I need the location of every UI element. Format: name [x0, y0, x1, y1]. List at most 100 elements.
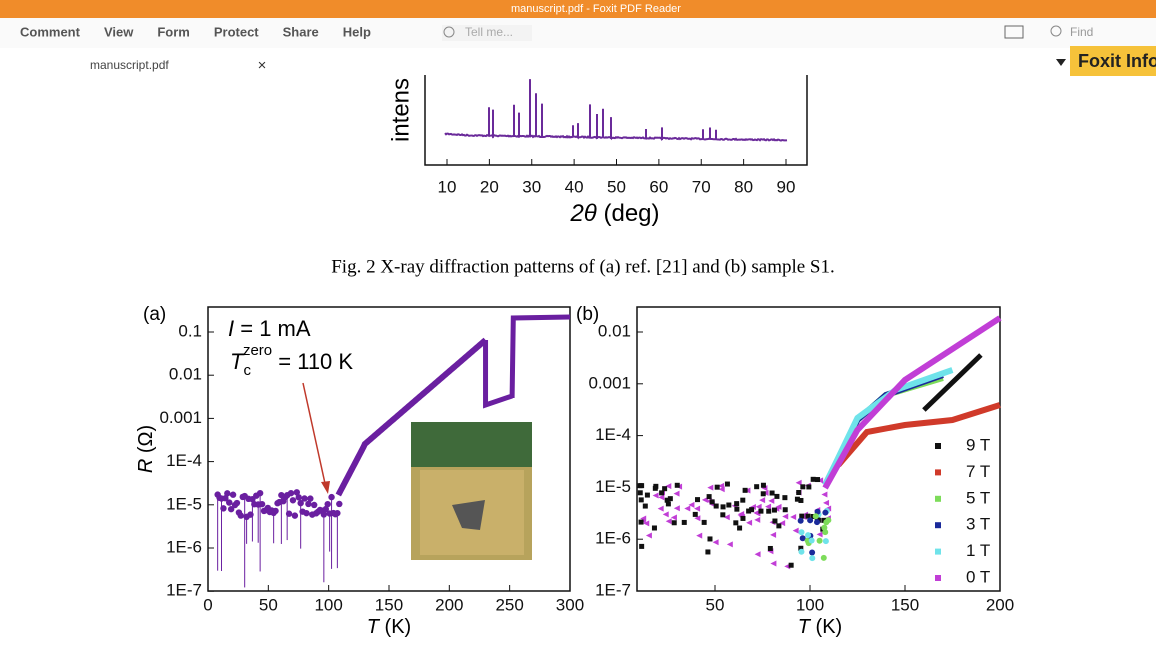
curve — [836, 402, 1001, 467]
find-box[interactable]: Find — [1070, 25, 1093, 39]
menu-item[interactable]: View — [104, 24, 134, 39]
panel-a-y-label: R (Ω) — [135, 425, 157, 473]
point — [767, 545, 773, 551]
inset-board — [411, 422, 532, 467]
point — [665, 483, 672, 490]
point — [638, 519, 644, 525]
y-tick-label: 0.1 — [178, 321, 202, 340]
point — [771, 507, 777, 513]
tc-label: Tc zero = 110 K — [230, 342, 353, 379]
menu-item[interactable]: Help — [343, 24, 371, 39]
point — [287, 489, 295, 497]
unit: (Ω) — [135, 425, 157, 459]
x-tick-label: 70 — [692, 177, 711, 196]
point — [639, 543, 645, 549]
point — [718, 486, 725, 493]
point — [790, 513, 797, 520]
unit: (deg) — [597, 200, 660, 227]
panel-a-tag: (a) — [143, 304, 166, 325]
point — [674, 482, 680, 488]
banner[interactable] — [1070, 46, 1156, 76]
point — [706, 494, 712, 500]
y-tick-label: 0.001 — [588, 373, 631, 392]
point — [707, 484, 714, 491]
point — [809, 555, 816, 562]
legend: 9 T 7 T 5 T 3 T 1 T 0 T — [935, 435, 990, 586]
point — [734, 501, 740, 507]
xrd-x-label: 2θ (deg) — [569, 200, 659, 227]
point — [733, 520, 739, 526]
point — [759, 497, 766, 504]
banner-arrow[interactable] — [1056, 59, 1066, 66]
point — [776, 523, 782, 529]
point — [681, 519, 687, 525]
point — [753, 509, 760, 516]
point — [305, 500, 312, 508]
menu-item[interactable]: Form — [157, 24, 190, 39]
point — [809, 549, 816, 556]
point — [707, 536, 713, 542]
point — [328, 493, 335, 501]
curve — [335, 337, 488, 497]
menu-item[interactable]: Protect — [214, 24, 259, 39]
menu-item[interactable]: Share — [283, 24, 319, 39]
point — [696, 532, 703, 539]
point — [295, 494, 302, 501]
point — [652, 492, 659, 499]
point — [297, 499, 304, 507]
point — [798, 548, 805, 555]
point — [713, 503, 719, 509]
point — [812, 513, 819, 520]
x-tick-label: 40 — [565, 177, 584, 196]
point — [723, 514, 730, 521]
point — [220, 505, 227, 512]
point — [293, 489, 301, 496]
point — [291, 512, 299, 519]
panel-a-x-label: T (K) — [367, 616, 411, 638]
x-tick-label: 0 — [203, 595, 212, 614]
legend-label: 7 T — [966, 462, 990, 481]
point — [222, 495, 229, 502]
point — [782, 513, 789, 520]
tab-title[interactable]: manuscript.pdf — [90, 58, 169, 72]
point — [285, 510, 293, 517]
tab-close[interactable]: × — [258, 57, 267, 74]
curve — [922, 353, 983, 412]
legend-label: 1 T — [966, 541, 990, 560]
menu-item[interactable]: Comment — [20, 24, 81, 39]
y-tick-label: 0.01 — [169, 365, 202, 384]
point — [336, 500, 343, 508]
x-tick-label: 200 — [986, 595, 1014, 614]
point — [701, 519, 707, 525]
point — [657, 505, 664, 512]
point — [652, 485, 658, 491]
point — [770, 560, 777, 567]
point — [637, 490, 643, 496]
point — [334, 509, 341, 517]
point — [324, 500, 331, 508]
point — [768, 497, 775, 504]
sub: c — [243, 362, 251, 379]
point — [816, 531, 823, 538]
search-mode-icon[interactable] — [1004, 25, 1024, 39]
point — [798, 545, 804, 551]
point — [310, 501, 318, 509]
point — [749, 507, 755, 513]
point — [684, 505, 691, 512]
point — [258, 500, 266, 508]
tell-me-box[interactable] — [442, 25, 532, 41]
x-tick-label: 10 — [438, 177, 457, 196]
x-tick-label: 50 — [259, 595, 278, 614]
find-icon — [1050, 25, 1062, 37]
point — [645, 532, 652, 539]
point — [694, 515, 701, 522]
banner-text[interactable]: Foxit Info — [1078, 51, 1156, 71]
point — [797, 517, 804, 524]
y-tick-label: 1E-6 — [595, 529, 631, 548]
x-tick-label: 60 — [649, 177, 668, 196]
point — [822, 538, 829, 545]
symbol: T — [367, 616, 381, 638]
point — [227, 505, 235, 513]
tell-me[interactable]: Tell me... — [465, 25, 513, 39]
